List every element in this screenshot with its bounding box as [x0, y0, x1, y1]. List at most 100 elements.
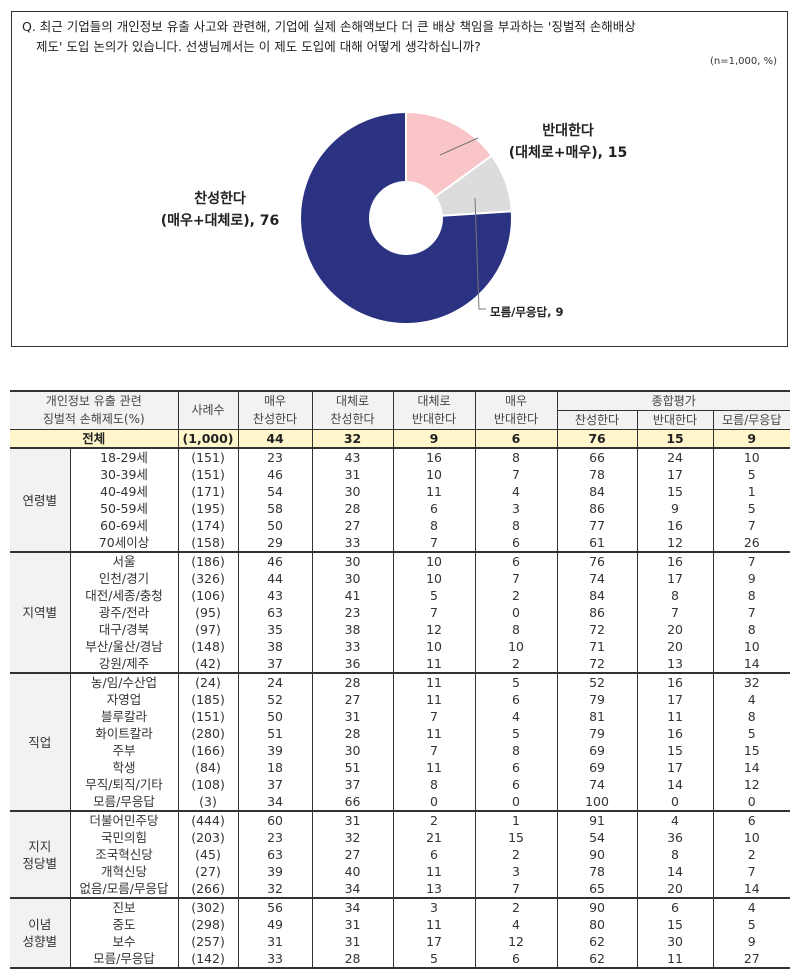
value-cell: 37 [311, 776, 394, 793]
value-cell: 62 [556, 950, 638, 969]
value-cell: 60 [237, 810, 313, 829]
row-label: 주부 [70, 742, 179, 759]
value-cell: 13 [636, 655, 714, 673]
header-summary: 종합평가 [556, 390, 791, 411]
value-cell: 15 [636, 483, 714, 500]
value-cell: 86 [556, 604, 638, 621]
sample-size-cell: (185) [177, 691, 239, 708]
value-cell: 8 [474, 621, 558, 638]
sample-size-cell: (42) [177, 655, 239, 673]
value-cell: 10 [392, 466, 476, 483]
value-cell: 63 [237, 604, 313, 621]
value-cell: 66 [556, 447, 638, 466]
value-cell: 2 [474, 587, 558, 604]
sample-size-cell: (151) [177, 708, 239, 725]
crosstab-table: 개인정보 유출 관련 사례수 매우 대체로 대체로 매우 종합평가 징벌적 손해… [10, 390, 791, 969]
value-cell: 16 [636, 725, 714, 742]
sample-size-cell: (171) [177, 483, 239, 500]
value-cell: 10 [392, 570, 476, 587]
value-cell: 6 [474, 691, 558, 708]
group-label: 지역별 [10, 551, 71, 673]
group-label: 이념 성향별 [10, 897, 71, 969]
table-row: 모름/무응답 (3) 34 66 0 0 100 0 0 [10, 793, 791, 811]
donut-slices [299, 110, 513, 325]
value-cell: 84 [556, 587, 638, 604]
value-cell: 7 [712, 604, 791, 621]
table-row: 광주/전라 (95) 63 23 7 0 86 7 7 [10, 604, 791, 621]
value-cell: 4 [474, 916, 558, 933]
row-label: 무직/퇴직/기타 [70, 776, 179, 793]
value-cell: 81 [556, 708, 638, 725]
sample-size-cell: (148) [177, 638, 239, 655]
value-cell: 4 [712, 897, 791, 916]
value-cell: 72 [556, 655, 638, 673]
value-cell: 33 [311, 638, 394, 655]
value-cell: 11 [636, 708, 714, 725]
table-row: 지역별 서울 (186) 46 30 10 6 76 16 7 [10, 551, 791, 673]
row-label: 모름/무응답 [70, 793, 179, 811]
value-cell: 7 [474, 880, 558, 898]
value-cell: 14 [712, 655, 791, 673]
sample-size-cell: (108) [177, 776, 239, 793]
value-cell: 12 [392, 621, 476, 638]
value-cell: 0 [712, 793, 791, 811]
value-cell: 7 [392, 604, 476, 621]
value-cell: 51 [237, 725, 313, 742]
value-cell: 46 [237, 551, 313, 570]
value-cell: 6 [474, 551, 558, 570]
donut-chart [299, 110, 513, 325]
value-cell: 7 [712, 551, 791, 570]
value-cell: 71 [556, 638, 638, 655]
value-cell: 4 [474, 483, 558, 500]
value-cell: 36 [636, 829, 714, 846]
sample-size-cell: (257) [177, 933, 239, 950]
value-cell: 14 [636, 863, 714, 880]
group-label: 직업 [10, 672, 71, 811]
value-cell: 17 [636, 759, 714, 776]
total-cell: 6 [474, 429, 558, 449]
row-label: 부산/울산/경남 [70, 638, 179, 655]
value-cell: 7 [392, 534, 476, 552]
value-cell: 7 [712, 517, 791, 534]
value-cell: 26 [712, 534, 791, 552]
value-cell: 79 [556, 691, 638, 708]
value-cell: 12 [474, 933, 558, 950]
row-label: 40-49세 [70, 483, 179, 500]
value-cell: 8 [392, 517, 476, 534]
value-cell: 15 [636, 742, 714, 759]
table-row: 70세이상 (158) 29 33 7 6 61 12 26 [10, 534, 791, 552]
value-cell: 37 [237, 655, 313, 673]
value-cell: 2 [712, 846, 791, 863]
value-cell: 5 [712, 500, 791, 517]
oppose-label-value: (대체로+매우), 15 [508, 145, 628, 161]
value-cell: 54 [556, 829, 638, 846]
value-cell: 100 [556, 793, 638, 811]
value-cell: 80 [556, 916, 638, 933]
row-label: 중도 [70, 916, 179, 933]
value-cell: 10 [392, 551, 476, 570]
row-label: 대구/경북 [70, 621, 179, 638]
value-cell: 8 [636, 587, 714, 604]
value-cell: 90 [556, 897, 638, 916]
value-cell: 30 [311, 570, 394, 587]
row-label: 서울 [69, 551, 179, 570]
value-cell: 79 [556, 725, 638, 742]
table-row: 40-49세 (171) 54 30 11 4 84 15 1 [10, 483, 791, 500]
value-cell: 15 [712, 742, 791, 759]
value-cell: 15 [636, 916, 714, 933]
total-cell: 76 [556, 429, 638, 449]
row-label: 60-69세 [70, 517, 179, 534]
value-cell: 51 [311, 759, 394, 776]
value-cell: 31 [311, 916, 394, 933]
table-row: 무직/퇴직/기타 (108) 37 37 8 6 74 14 12 [10, 776, 791, 793]
table-row: 학생 (84) 18 51 11 6 69 17 14 [10, 759, 791, 776]
value-cell: 8 [712, 621, 791, 638]
value-cell: 0 [636, 793, 714, 811]
header-c4-2: 반대한다 [474, 410, 558, 430]
value-cell: 12 [712, 776, 791, 793]
row-label: 대전/세종/충청 [70, 587, 179, 604]
header-c3-2: 반대한다 [392, 410, 476, 430]
sample-size-cell: (27) [177, 863, 239, 880]
sample-size-cell: (45) [177, 846, 239, 863]
value-cell: 31 [311, 933, 394, 950]
